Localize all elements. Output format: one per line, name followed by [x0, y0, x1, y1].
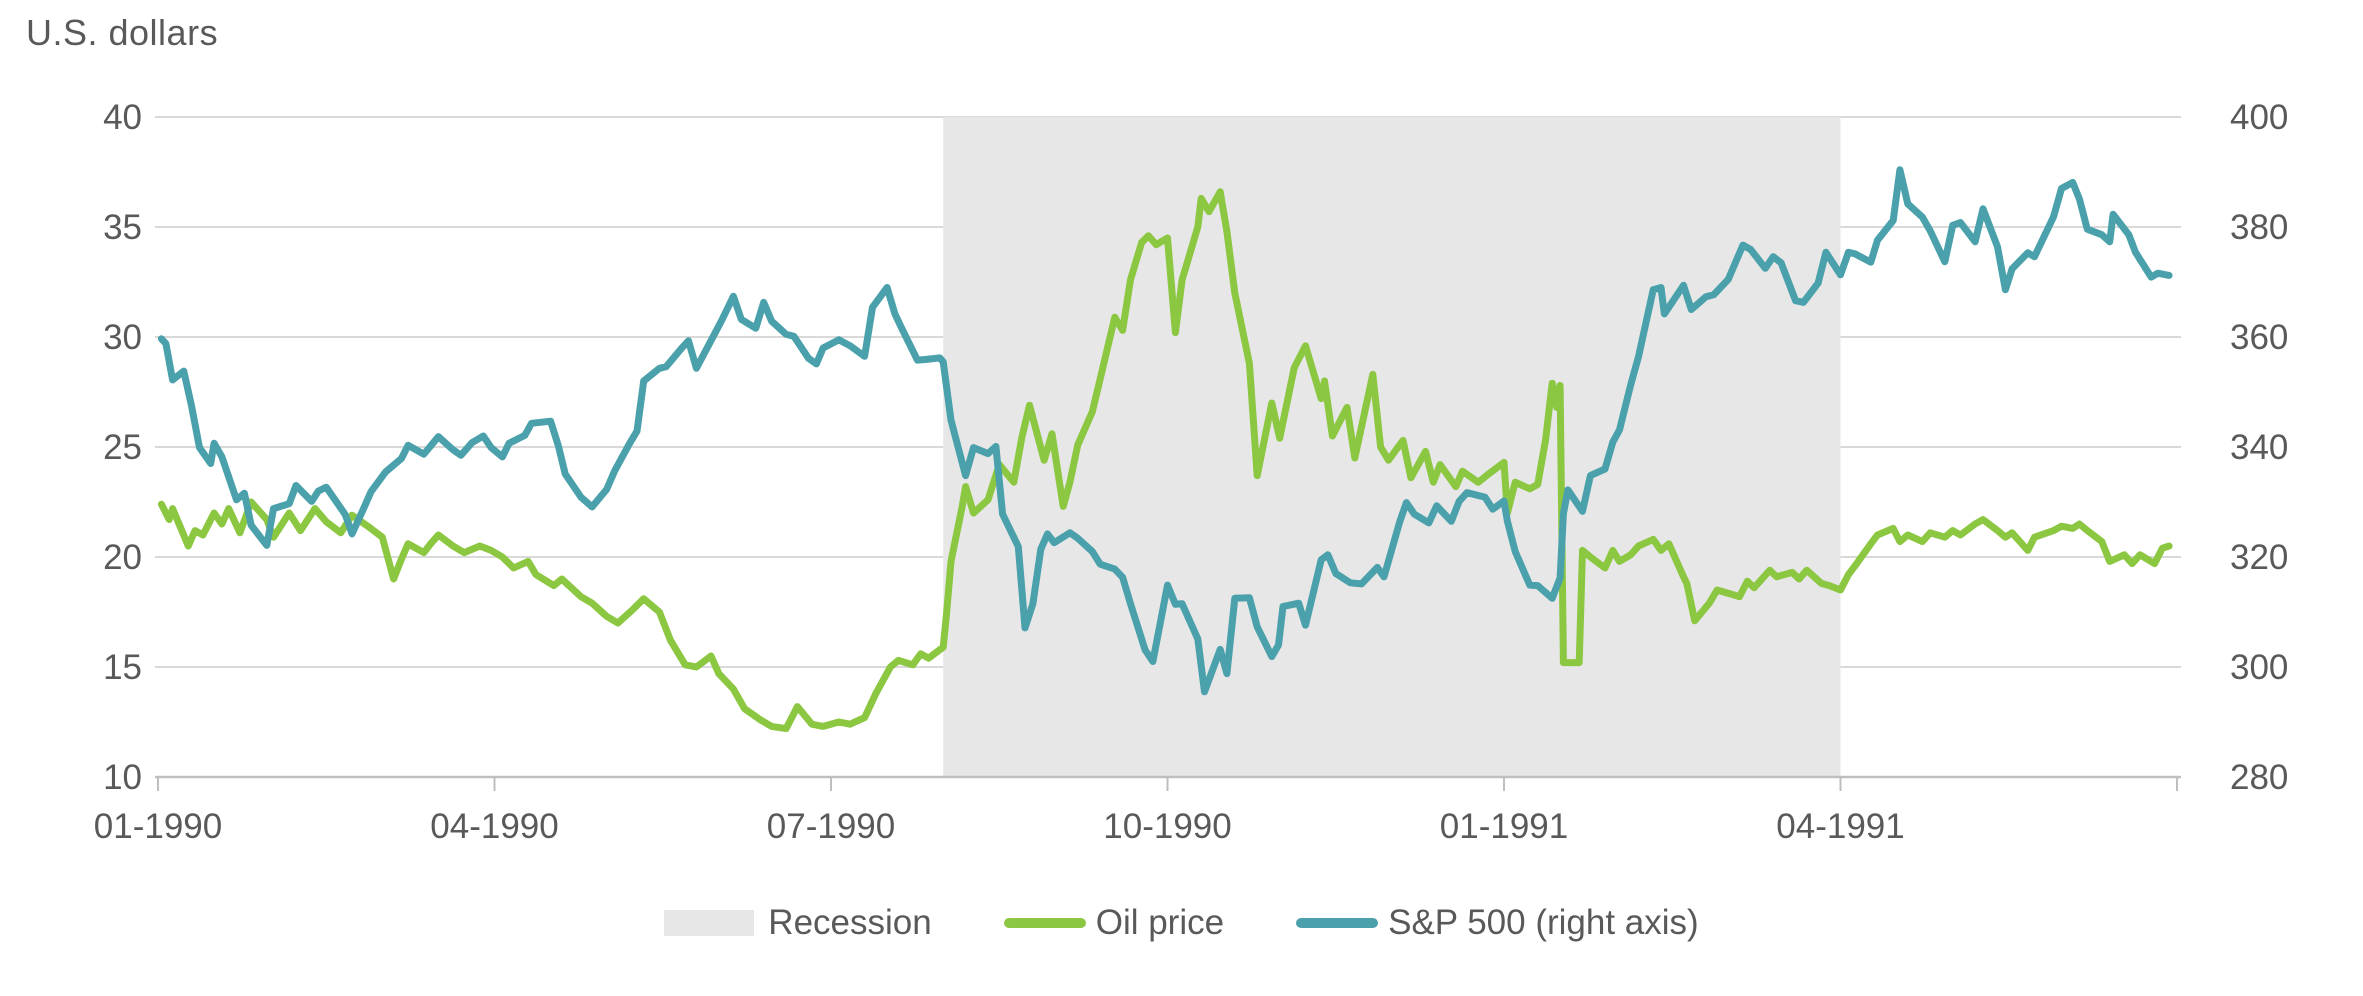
x-axis-tick-label: 01-1991: [1440, 807, 1568, 846]
x-axis-tick-label: 10-1990: [1103, 807, 1231, 846]
legend-label-oil: Oil price: [1095, 903, 1225, 942]
legend-item-oil: Oil price: [1003, 903, 1225, 943]
legend-label-sp500: S&P 500 (right axis): [1388, 903, 1699, 942]
right-axis-tick-label: 380: [2230, 208, 2288, 247]
sp500-line-swatch: [1296, 918, 1379, 928]
right-axis-tick-label: 360: [2230, 318, 2288, 357]
left-axis-tick-label: 20: [103, 538, 142, 577]
x-axis-tick-label: 04-1991: [1776, 807, 1904, 846]
left-axis-tick-label: 30: [103, 318, 142, 357]
right-axis-tick-label: 300: [2230, 648, 2288, 687]
left-axis-tick-label: 15: [103, 648, 142, 687]
left-axis-tick-label: 10: [103, 758, 142, 797]
chart-title: U.S. dollars: [26, 12, 219, 53]
right-axis-tick-label: 320: [2230, 538, 2288, 577]
sp500-line: [157, 166, 2173, 696]
oil-line-swatch: [1003, 918, 1086, 928]
left-axis-tick-label: 35: [103, 208, 142, 247]
legend: Recession Oil price S&P 500 (right axis): [0, 903, 2363, 943]
right-axis-tick-label: 400: [2230, 98, 2288, 137]
legend-item-sp500: S&P 500 (right axis): [1296, 903, 1699, 943]
recession-swatch: [664, 910, 755, 936]
x-axis-tick-label: 04-1990: [430, 807, 558, 846]
x-axis-tick-label: 01-1990: [94, 807, 222, 846]
legend-item-recession: Recession: [664, 903, 932, 943]
left-axis-tick-label: 25: [103, 428, 142, 467]
recession-band: [943, 117, 1841, 777]
legend-label-recession: Recession: [768, 903, 932, 942]
x-axis-tick-label: 07-1990: [767, 807, 895, 846]
right-axis-tick-label: 280: [2230, 758, 2288, 797]
left-axis-tick-label: 40: [103, 98, 142, 137]
right-axis-tick-label: 340: [2230, 428, 2288, 467]
oil-price-line: [157, 188, 2173, 733]
